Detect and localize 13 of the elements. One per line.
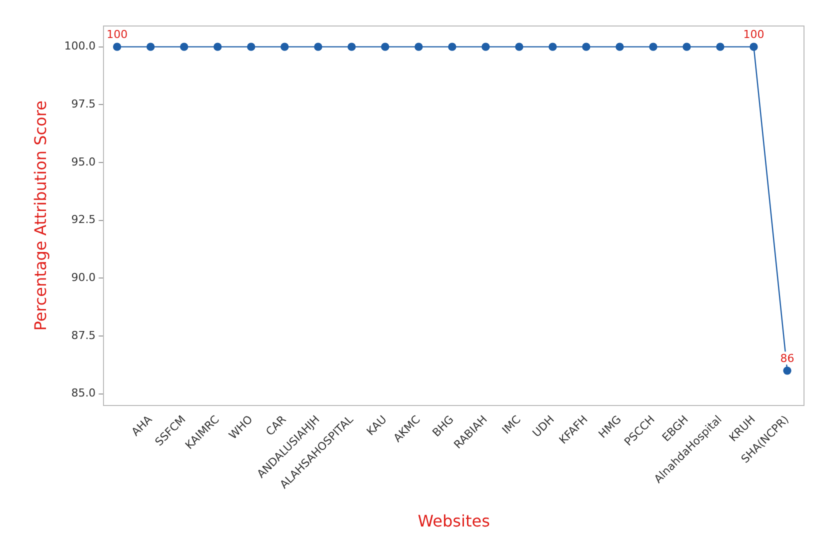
data-label: 100 [743,28,764,42]
x-axis-title: Websites [418,512,490,531]
y-tick-label: 97.5 [71,98,96,111]
y-tick-label: 87.5 [71,328,96,342]
y-tick-label: 85.0 [71,386,96,400]
data-label: 100 [106,28,128,42]
data-label: 86 [780,352,794,366]
y-tick-label: 95.0 [71,155,96,168]
y-tick-label: 100.0 [64,40,96,53]
x-tick-label: IMC [500,412,524,437]
y-tick-label: 92.5 [71,213,96,226]
y-axis-title: Percentage Attribution Score [30,100,50,331]
y-tick-label: 90.0 [71,271,96,284]
